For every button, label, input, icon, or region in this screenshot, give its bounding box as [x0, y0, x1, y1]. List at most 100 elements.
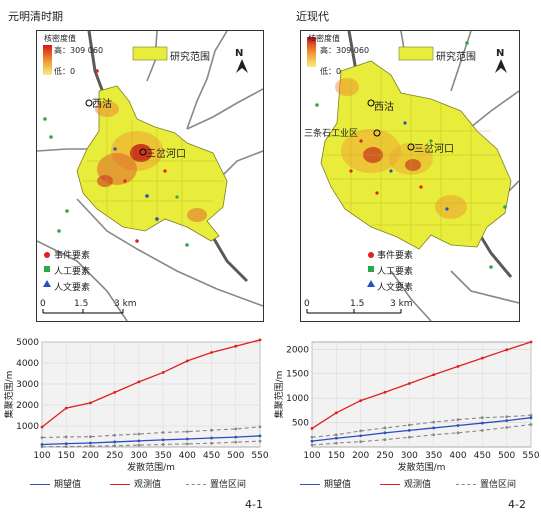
data-point [40, 443, 44, 446]
legend-line-ci [186, 484, 206, 485]
y-tick-label: 1500 [286, 370, 309, 380]
data-point [359, 440, 363, 444]
study-area-label: 研究范围 [436, 52, 476, 63]
x-axis-label: 发散范围/m [398, 461, 446, 473]
data-point [40, 436, 44, 439]
north-label: N [235, 48, 244, 59]
figure-label-left: 4-1 [245, 498, 263, 511]
data-point [185, 442, 189, 446]
x-tick-label: 400 [449, 451, 466, 461]
x-tick-label: 100 [303, 451, 320, 461]
legend-line-ci [456, 484, 476, 485]
data-point [137, 439, 141, 443]
data-point [210, 436, 213, 440]
series-line-expected [41, 435, 261, 446]
data-point [334, 433, 338, 437]
legend-marker-humanistic [43, 280, 51, 287]
data-point [359, 399, 363, 403]
legend-label-artificial: 人工要素 [377, 267, 414, 277]
scale-bar [306, 309, 402, 314]
kde-ramp [307, 37, 316, 67]
x-tick-label: 500 [498, 451, 515, 461]
y-tick-label: 3000 [16, 380, 39, 390]
data-point [480, 416, 484, 420]
y-axis-label: 集聚范围/m [273, 371, 285, 419]
scale-tick-1: 1.5 [74, 299, 89, 309]
data-point [432, 420, 436, 424]
scale-bar [42, 309, 124, 314]
data-point [480, 356, 484, 360]
feature-points [315, 41, 507, 269]
scale-tick-2: 3 km [114, 299, 137, 309]
scale-tick-0: 0 [40, 299, 46, 309]
legend-line-observed [380, 484, 400, 485]
kde-hotspots [335, 78, 467, 219]
data-point [359, 429, 363, 433]
x-tick-label: 550 [251, 451, 268, 461]
data-point [383, 438, 387, 442]
data-point [161, 438, 165, 442]
series-line-ci-upper [41, 426, 261, 439]
x-tick-label: 300 [130, 451, 147, 461]
y-tick-label: 1000 [286, 394, 309, 404]
x-tick-label: 300 [401, 451, 418, 461]
chart-legend-right: 期望值 观测值 置信区间 [300, 477, 540, 491]
kde-title: 核密度值 [308, 34, 340, 43]
legend-marker-event [368, 252, 374, 258]
kde-title: 核密度值 [44, 34, 76, 43]
plot-area [311, 341, 532, 448]
data-point [359, 434, 363, 438]
x-tick-label: 150 [58, 451, 75, 461]
data-point [529, 416, 533, 420]
data-point [310, 439, 314, 443]
data-point [334, 411, 338, 415]
x-tick-label: 350 [155, 451, 172, 461]
legend-line-expected [300, 484, 320, 485]
x-tick-label: 200 [352, 451, 369, 461]
x-tick-label: 150 [328, 451, 345, 461]
legend-line-expected [30, 484, 50, 485]
place-marker-santiaoshi [373, 129, 381, 137]
place-marker-xigu [85, 99, 93, 107]
north-arrow-icon [495, 59, 507, 73]
data-point [310, 435, 314, 439]
x-tick-label: 250 [106, 451, 123, 461]
legend-marker-event [44, 252, 50, 258]
data-point [137, 380, 141, 384]
x-tick-label: 450 [474, 451, 491, 461]
data-point [64, 442, 68, 446]
kde-ramp [43, 45, 52, 75]
place-label-xigu: 西沽 [374, 102, 394, 113]
legend-line-observed [110, 484, 130, 485]
line-chart-right: 500 1000 1500 2000 100 150 200 250 300 350 400 450 5… [273, 340, 540, 473]
data-point [258, 425, 262, 429]
kde-low: 低：0 [54, 67, 76, 76]
x-tick-label: 550 [522, 451, 539, 461]
plot-area [41, 341, 261, 448]
street-grid [83, 111, 223, 229]
legend-marker-artificial [368, 266, 374, 272]
road-network [37, 31, 263, 321]
data-point [234, 427, 238, 431]
series-line-ci-upper [311, 414, 532, 438]
x-tick-label: 450 [203, 451, 220, 461]
data-point [456, 424, 460, 427]
data-point [161, 431, 165, 434]
data-point [432, 433, 436, 437]
data-point [383, 390, 387, 394]
series-line-ci-lower [311, 423, 532, 446]
line-chart-left: 1000 2000 3000 4000 5000 100 150 200 250 300 350 40… [3, 338, 269, 473]
legend-label-ci: 置信区间 [210, 480, 247, 490]
study-area-swatch [398, 46, 434, 61]
north-label: N [496, 48, 505, 59]
data-point [234, 435, 238, 439]
x-tick-label: 100 [33, 451, 50, 461]
legend-label-observed: 观测值 [134, 480, 162, 490]
data-point [334, 441, 338, 445]
data-point [234, 344, 238, 348]
data-point [89, 401, 92, 405]
study-area-swatch [132, 46, 168, 61]
place-label-sanchahekou: 三岔河口 [146, 149, 186, 160]
data-point [407, 382, 411, 385]
data-point [234, 440, 238, 444]
